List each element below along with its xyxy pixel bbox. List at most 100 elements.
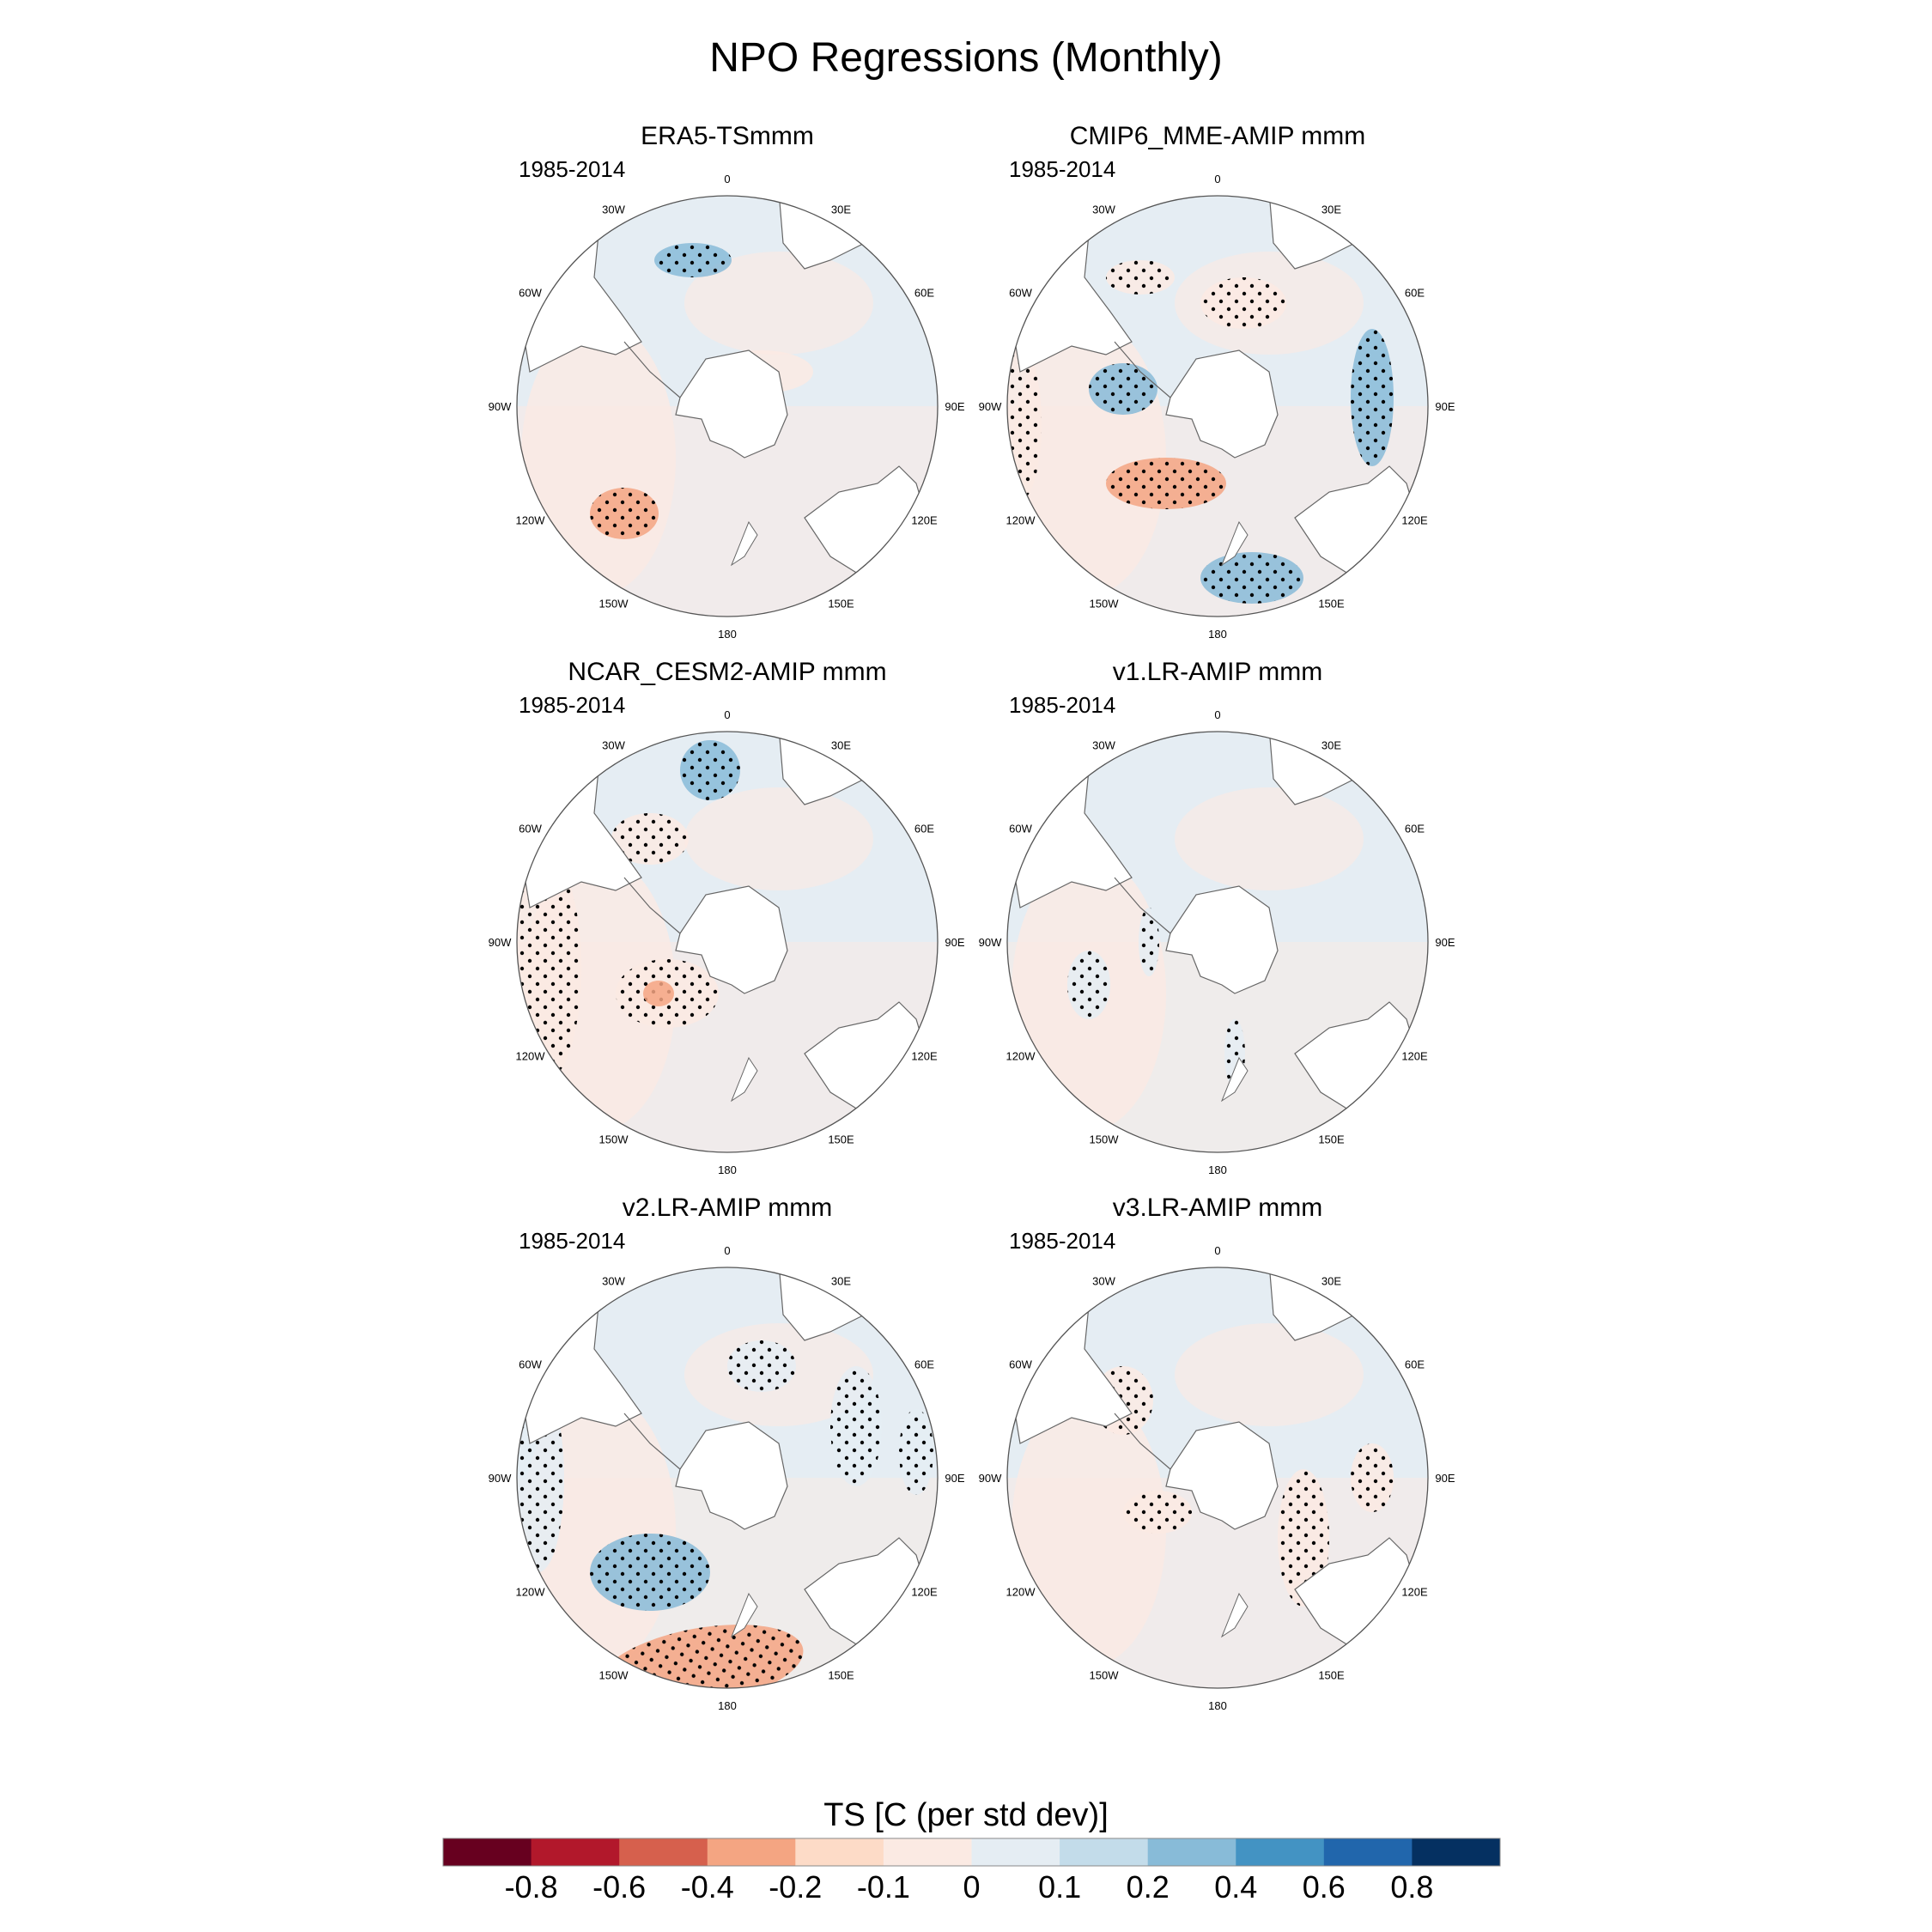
longitude-label: 30E bbox=[831, 204, 851, 216]
longitude-label: 120E bbox=[1401, 514, 1428, 527]
longitude-label: 150E bbox=[828, 1133, 854, 1146]
longitude-label: 120E bbox=[911, 1586, 938, 1599]
colorbar-tick-label: -0.4 bbox=[681, 1869, 734, 1905]
panel-period: 1985-2014 bbox=[1009, 692, 1115, 718]
colorbar-swatch bbox=[443, 1838, 532, 1866]
longitude-label: 60W bbox=[519, 1358, 542, 1371]
longitude-label: 180 bbox=[1208, 1163, 1227, 1176]
colorbar-tick-label: -0.8 bbox=[505, 1869, 558, 1905]
longitude-label: 30W bbox=[1092, 204, 1115, 216]
longitude-label: 90W bbox=[979, 936, 1002, 949]
longitude-label: 0 bbox=[1214, 708, 1220, 721]
longitude-label: 0 bbox=[724, 173, 730, 185]
panel-period: 1985-2014 bbox=[519, 692, 625, 718]
longitude-label: 90E bbox=[1435, 400, 1455, 413]
colorbar-swatch bbox=[531, 1838, 620, 1866]
longitude-label: 90W bbox=[979, 400, 1002, 413]
longitude-label: 90E bbox=[1435, 936, 1455, 949]
colorbar-swatch bbox=[619, 1838, 708, 1866]
colorbar-tick-label: 0 bbox=[963, 1869, 980, 1905]
longitude-label: 180 bbox=[718, 1699, 737, 1712]
longitude-label: 30E bbox=[831, 739, 851, 752]
longitude-label: 0 bbox=[724, 708, 730, 721]
longitude-label: 150W bbox=[1090, 598, 1120, 611]
longitude-label: 30E bbox=[831, 1275, 851, 1288]
longitude-label: 120E bbox=[1401, 1586, 1428, 1599]
colorbar-tick-label: -0.2 bbox=[769, 1869, 822, 1905]
longitude-label: 60W bbox=[519, 823, 542, 835]
colorbar-tick-label: 0.2 bbox=[1127, 1869, 1170, 1905]
longitude-label: 60E bbox=[1405, 287, 1425, 300]
colorbar-swatch bbox=[1060, 1838, 1149, 1866]
longitude-label: 60E bbox=[1405, 823, 1425, 835]
panel-title: v2.LR-AMIP mmm bbox=[623, 1194, 832, 1222]
panel-title: v3.LR-AMIP mmm bbox=[1113, 1194, 1322, 1222]
colorbar-swatch bbox=[707, 1838, 796, 1866]
colorbar-swatch bbox=[1147, 1838, 1236, 1866]
longitude-label: 90E bbox=[945, 1472, 964, 1485]
longitude-label: 60E bbox=[914, 287, 934, 300]
map-panel: 0 30E 60E 90E 120E 150E 180 150W 120W 90W 60W 30W NC… bbox=[489, 658, 965, 1176]
map-panel: 0 30E 60E 90E 120E 150E 180 150W 120W 90W 60W 30W v2… bbox=[489, 1194, 965, 1712]
longitude-label: 90W bbox=[979, 1472, 1002, 1485]
longitude-label: 120W bbox=[1006, 1586, 1036, 1599]
longitude-label: 180 bbox=[718, 1163, 737, 1176]
panel-period: 1985-2014 bbox=[1009, 1228, 1115, 1254]
panel-grid: 0 30E 60E 90E 120E 150E 180 150W 120W 90W 60W 30W ER… bbox=[489, 122, 1455, 1712]
longitude-label: 60E bbox=[1405, 1358, 1425, 1371]
colorbar-swatch bbox=[883, 1838, 972, 1866]
panel-title: NCAR_CESM2-AMIP mmm bbox=[568, 658, 886, 686]
colorbar-tick-label: 0.1 bbox=[1038, 1869, 1081, 1905]
longitude-label: 150E bbox=[1318, 1669, 1345, 1682]
panel-period: 1985-2014 bbox=[519, 156, 625, 182]
longitude-label: 0 bbox=[1214, 1244, 1220, 1257]
longitude-label: 90E bbox=[1435, 1472, 1455, 1485]
longitude-label: 150W bbox=[599, 1133, 629, 1146]
colorbar-tick-label: -0.6 bbox=[592, 1869, 646, 1905]
longitude-label: 30E bbox=[1321, 204, 1341, 216]
longitude-label: 150E bbox=[1318, 598, 1345, 611]
colorbar-tick-label: -0.1 bbox=[857, 1869, 910, 1905]
colorbar-swatch bbox=[1323, 1838, 1413, 1866]
longitude-label: 0 bbox=[724, 1244, 730, 1257]
longitude-label: 150E bbox=[828, 598, 854, 611]
longitude-label: 180 bbox=[1208, 628, 1227, 641]
longitude-label: 150E bbox=[828, 1669, 854, 1682]
map-panel: 0 30E 60E 90E 120E 150E 180 150W 120W 90W 60W 30W CM… bbox=[979, 122, 1455, 641]
longitude-label: 150W bbox=[599, 1669, 629, 1682]
longitude-label: 120E bbox=[911, 1050, 938, 1063]
map-panel: 0 30E 60E 90E 120E 150E 180 150W 120W 90W 60W 30W ER… bbox=[489, 122, 965, 641]
longitude-label: 90W bbox=[489, 936, 512, 949]
colorbar: TS [C (per std dev)] -0.8 -0.6 -0.4 -0.2 -0.… bbox=[442, 1797, 1501, 1905]
longitude-label: 120E bbox=[1401, 1050, 1428, 1063]
colorbar-swatch bbox=[971, 1838, 1060, 1866]
longitude-label: 60W bbox=[1009, 1358, 1032, 1371]
colorbar-tick-label: 0.6 bbox=[1303, 1869, 1346, 1905]
longitude-label: 120W bbox=[516, 1050, 546, 1063]
panel-title: ERA5-TSmmm bbox=[641, 122, 814, 150]
longitude-label: 0 bbox=[1214, 173, 1220, 185]
longitude-label: 30W bbox=[602, 1275, 625, 1288]
longitude-label: 60W bbox=[1009, 823, 1032, 835]
colorbar-tick-label: 0.4 bbox=[1214, 1869, 1257, 1905]
panel-period: 1985-2014 bbox=[1009, 156, 1115, 182]
longitude-label: 30E bbox=[1321, 739, 1341, 752]
panel-title: CMIP6_MME-AMIP mmm bbox=[1070, 122, 1365, 150]
longitude-label: 120E bbox=[911, 514, 938, 527]
colorbar-swatch bbox=[1236, 1838, 1325, 1866]
longitude-label: 60W bbox=[519, 287, 542, 300]
longitude-label: 30W bbox=[602, 739, 625, 752]
colorbar-swatch bbox=[1412, 1838, 1501, 1866]
longitude-label: 120W bbox=[516, 1586, 546, 1599]
longitude-label: 60E bbox=[914, 1358, 934, 1371]
longitude-label: 180 bbox=[1208, 1699, 1227, 1712]
longitude-label: 90E bbox=[945, 936, 964, 949]
panel-period: 1985-2014 bbox=[519, 1228, 625, 1254]
longitude-label: 90W bbox=[489, 400, 512, 413]
longitude-label: 60E bbox=[914, 823, 934, 835]
longitude-label: 150W bbox=[1090, 1133, 1120, 1146]
longitude-label: 150E bbox=[1318, 1133, 1345, 1146]
map-panel: 0 30E 60E 90E 120E 150E 180 150W 120W 90W 60W 30W v1… bbox=[979, 658, 1455, 1176]
longitude-label: 120W bbox=[1006, 514, 1036, 527]
